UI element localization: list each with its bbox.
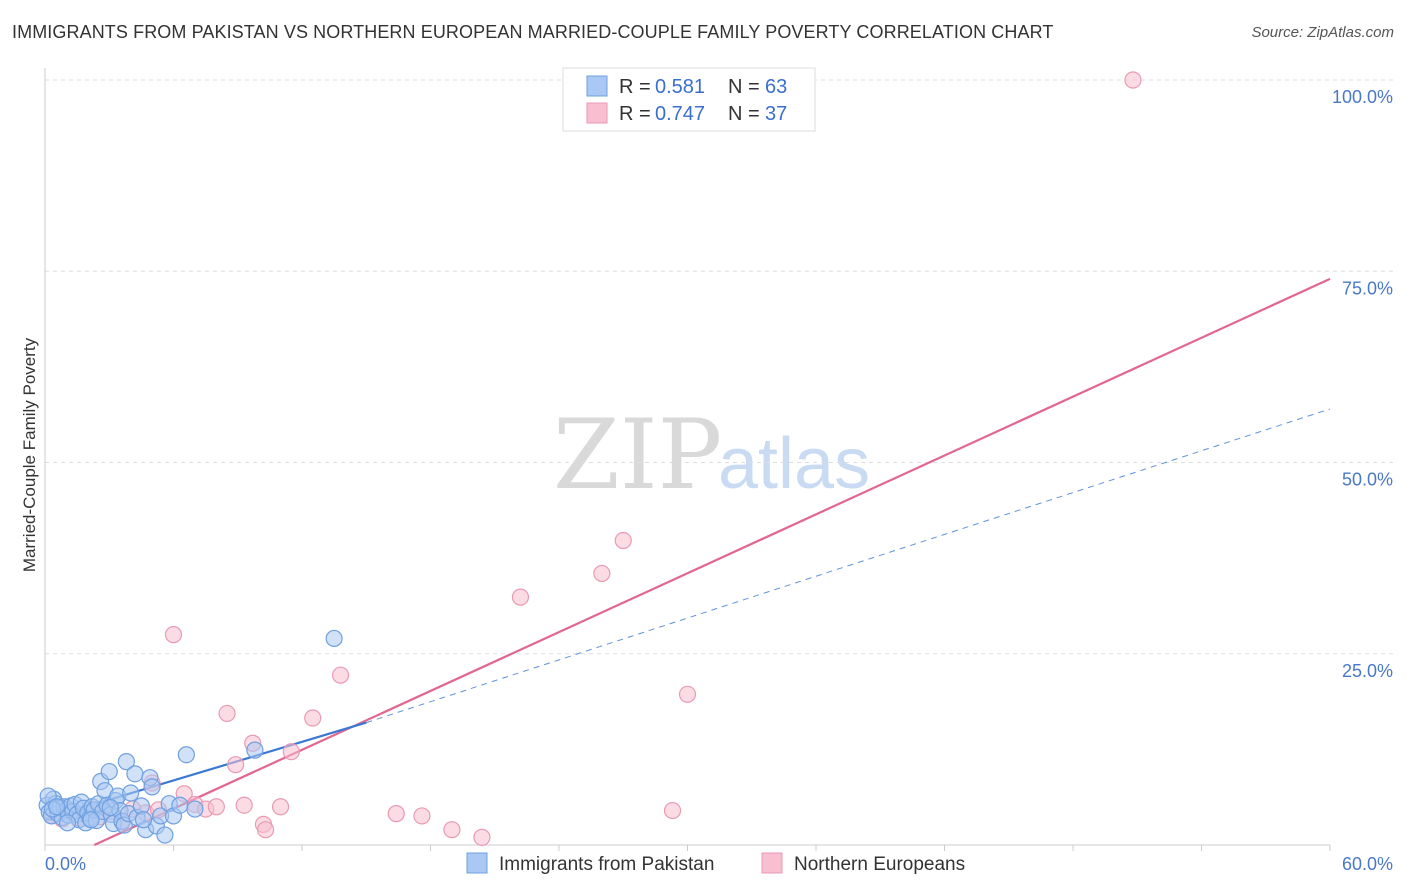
legend-n-label-2: N =	[728, 103, 760, 125]
data-point-pakistan	[58, 814, 77, 832]
bottom-legend: Immigrants from Pakistan Northern Europe…	[466, 852, 965, 875]
y-tick-label-100: 100.0%	[1332, 87, 1393, 107]
data-point-northern-europeans	[282, 743, 300, 761]
data-point-northern-europeans	[331, 666, 350, 684]
data-point-pakistan	[156, 826, 174, 844]
legend-swatch-pink	[586, 102, 608, 124]
legend-swatch-blue	[586, 75, 608, 97]
data-point-northern-europeans	[678, 685, 697, 703]
y-tick-label-50: 50.0%	[1342, 470, 1393, 490]
data-point-pakistan	[186, 800, 204, 818]
bottom-legend-label-pakistan: Immigrants from Pakistan	[499, 854, 714, 875]
data-point-pakistan	[177, 746, 195, 764]
bottom-legend-swatch-blue	[466, 852, 488, 874]
data-point-northern-europeans	[663, 801, 682, 820]
data-point-northern-europeans	[413, 807, 431, 825]
bottom-legend-label-northern: Northern Europeans	[794, 854, 965, 875]
series-immigrants-from-pakistan	[38, 629, 343, 844]
data-point-northern-europeans	[511, 588, 530, 606]
data-point-pakistan	[82, 811, 100, 829]
data-point-northern-europeans	[443, 821, 461, 839]
y-axis-label: Married-Couple Family Poverty	[20, 337, 39, 572]
legend-r-label-2: R =	[619, 103, 651, 125]
data-point-pakistan	[101, 798, 119, 817]
data-point-northern-europeans	[207, 798, 225, 816]
legend-n-value-1: 63	[765, 76, 787, 98]
x-axis-ticks	[44, 845, 1331, 851]
data-point-pakistan	[48, 798, 66, 816]
data-point-northern-europeans	[593, 564, 611, 583]
data-point-pakistan	[122, 784, 140, 802]
data-point-northern-europeans	[218, 704, 236, 723]
watermark-atlas: atlas	[718, 424, 870, 504]
data-point-pakistan	[117, 753, 135, 771]
bottom-legend-swatch-pink	[761, 852, 783, 874]
data-point-pakistan	[100, 762, 118, 781]
data-point-northern-europeans	[256, 821, 275, 839]
data-point-pakistan	[171, 796, 189, 814]
trend-line-pakistan-extrapolated	[366, 408, 1331, 724]
data-point-northern-europeans	[1124, 71, 1142, 89]
data-point-northern-europeans	[164, 626, 183, 644]
data-point-northern-europeans	[387, 805, 405, 823]
legend-r-value-2: 0.747	[655, 103, 705, 125]
legend-n-label-1: N =	[728, 76, 760, 98]
legend-r-label-1: R =	[619, 76, 651, 98]
data-point-pakistan	[325, 629, 343, 648]
legend-r-value-1: 0.581	[655, 76, 705, 98]
legend-box: R = 0.581 N = 63 R = 0.747 N = 37	[562, 67, 816, 132]
x-tick-label-max: 60.0%	[1342, 854, 1393, 874]
y-axis-tick-labels: 25.0% 50.0% 75.0% 100.0%	[1332, 87, 1393, 681]
data-point-northern-europeans	[271, 798, 290, 816]
data-point-northern-europeans	[614, 531, 632, 550]
data-point-northern-europeans	[235, 796, 253, 814]
grid-lines	[45, 79, 1395, 655]
data-point-northern-europeans	[473, 828, 491, 846]
y-tick-label-25: 25.0%	[1342, 661, 1393, 681]
chart-title: IMMIGRANTS FROM PAKISTAN VS NORTHERN EUR…	[12, 22, 1054, 42]
data-point-pakistan	[143, 778, 161, 796]
trend-line-northern-europeans	[93, 277, 1331, 847]
y-tick-label-75: 75.0%	[1342, 278, 1393, 298]
data-point-northern-europeans	[227, 756, 245, 774]
data-point-pakistan	[246, 741, 264, 759]
x-tick-label-min: 0.0%	[45, 854, 86, 874]
watermark-zip: ZIP	[553, 399, 722, 511]
data-point-pakistan	[126, 765, 144, 783]
legend-n-value-2: 37	[765, 103, 787, 125]
chart-source: Source: ZipAtlas.com	[1251, 24, 1394, 41]
data-point-pakistan	[134, 811, 153, 829]
data-point-northern-europeans	[304, 709, 322, 727]
